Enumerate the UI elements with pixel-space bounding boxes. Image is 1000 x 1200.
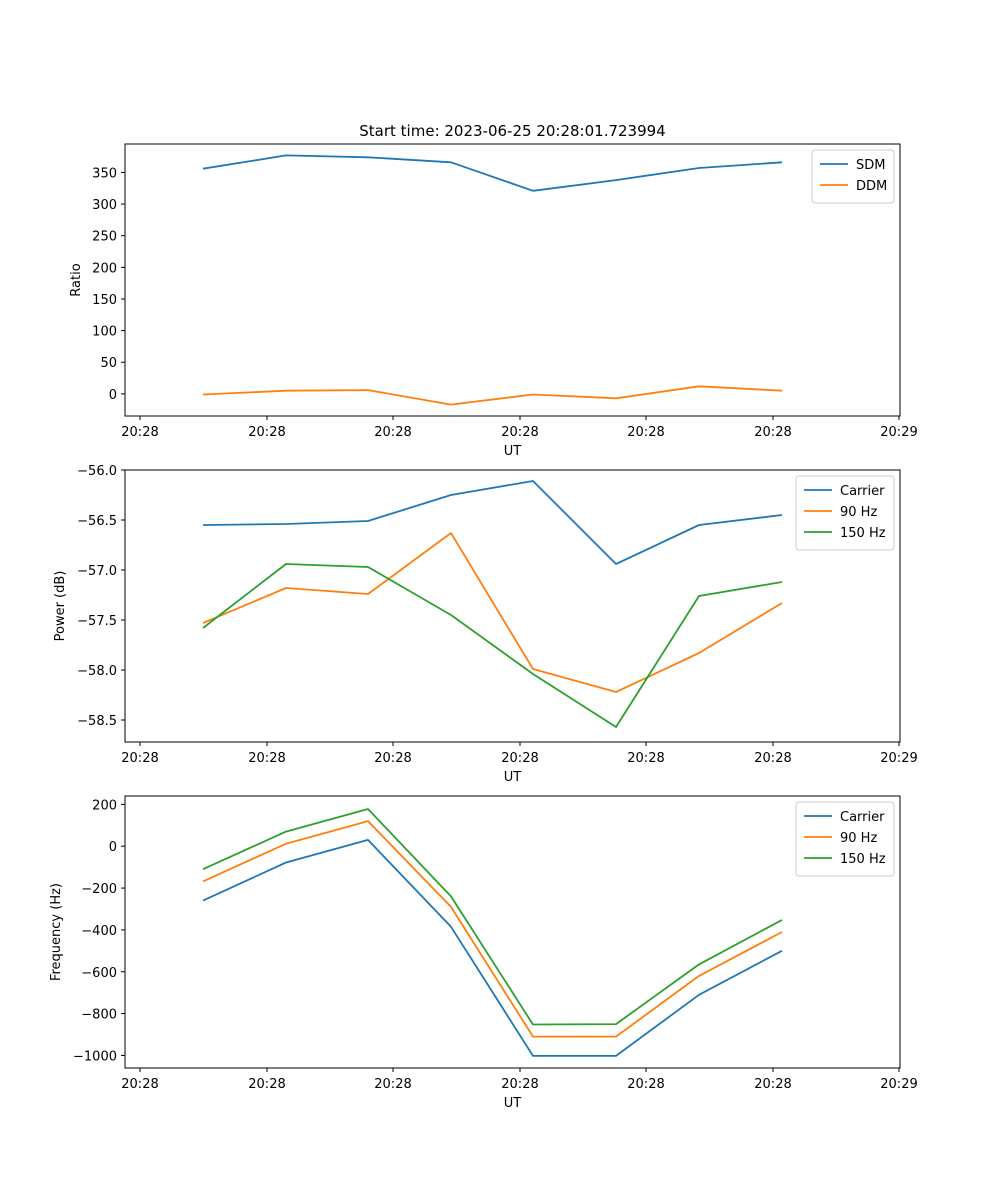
x-tick-label: 20:29 <box>880 751 917 766</box>
series-line-carrier <box>202 839 783 1057</box>
x-axis-label: UT <box>504 1096 522 1111</box>
legend: Carrier 90 Hz 150 Hz <box>795 475 895 551</box>
y-tick-label: 200 <box>92 798 117 813</box>
x-tick-label: 20:28 <box>374 751 411 766</box>
x-tick-label: 20:28 <box>248 425 285 440</box>
x-tick-label: 20:28 <box>627 1077 664 1092</box>
x-tick-label: 20:28 <box>627 425 664 440</box>
axes-frame <box>124 143 901 417</box>
series-line-150-hz <box>202 563 783 728</box>
y-tick-label: 100 <box>92 325 117 340</box>
x-tick-label: 20:29 <box>880 425 917 440</box>
y-tick-label: −57.0 <box>77 564 117 579</box>
chart-panel-3: −1000 −800 −600 −400 −200 0 200 20:28 20:28 20:28… <box>49 795 918 1111</box>
y-tick-label: 350 <box>92 166 117 181</box>
y-tick-label: −600 <box>81 966 117 981</box>
legend-entry: 150 Hz <box>840 852 886 867</box>
legend-entry: Carrier <box>840 810 885 825</box>
legend: Carrier 90 Hz 150 Hz <box>795 801 895 877</box>
y-tick-label: −58.0 <box>77 664 117 679</box>
x-tick-label: 20:28 <box>121 1077 158 1092</box>
legend-entry: SDM <box>856 158 885 173</box>
chart-panel-2: −58.5 −58.0 −57.5 −57.0 −56.5 −56.0 20:28 20:28… <box>53 464 918 785</box>
y-tick-label: 0 <box>109 840 117 855</box>
y-tick-label: −800 <box>81 1008 117 1023</box>
y-tick-label: −200 <box>81 882 117 897</box>
y-tick-label: −400 <box>81 924 117 939</box>
legend-entry: 90 Hz <box>840 505 877 520</box>
y-tick-label: 300 <box>92 198 117 213</box>
y-tick-label: 200 <box>92 261 117 276</box>
y-tick-label: 0 <box>109 388 117 403</box>
series-line-ddm <box>202 385 783 406</box>
series-line-90-hz <box>202 532 783 693</box>
y-tick-label: −57.5 <box>77 614 117 629</box>
legend: SDM DDM <box>811 149 895 204</box>
y-tick-label: −56.5 <box>77 514 117 529</box>
x-tick-label: 20:29 <box>880 1077 917 1092</box>
y-tick-label: 250 <box>92 230 117 245</box>
series-line-carrier <box>202 480 783 565</box>
legend-entry: Carrier <box>840 484 885 499</box>
legend-entry: DDM <box>856 179 887 194</box>
x-tick-label: 20:28 <box>754 1077 791 1092</box>
figure-title: Start time: 2023-06-25 20:28:01.723994 <box>359 122 665 140</box>
series-line-sdm <box>202 154 783 192</box>
axes-frame <box>124 469 901 743</box>
y-tick-label: 150 <box>92 293 117 308</box>
x-tick-label: 20:28 <box>754 751 791 766</box>
x-tick-label: 20:28 <box>501 1077 538 1092</box>
y-tick-label: 50 <box>100 356 117 371</box>
x-tick-label: 20:28 <box>374 1077 411 1092</box>
y-axis-label: Ratio <box>69 263 84 296</box>
x-tick-label: 20:28 <box>121 425 158 440</box>
x-tick-label: 20:28 <box>754 425 791 440</box>
series-line-150-hz <box>202 808 783 1026</box>
y-tick-label: −56.0 <box>77 464 117 479</box>
x-tick-label: 20:28 <box>501 751 538 766</box>
y-tick-label: −1000 <box>73 1049 117 1064</box>
x-tick-label: 20:28 <box>248 751 285 766</box>
chart-panel-1: 0 50 100 150 200 250 300 350 20:28 20:28 20:28 20:2… <box>69 143 918 459</box>
legend-entry: 90 Hz <box>840 831 877 846</box>
x-tick-label: 20:28 <box>248 1077 285 1092</box>
legend-entry: 150 Hz <box>840 526 886 541</box>
y-axis-label: Power (dB) <box>53 571 68 642</box>
y-axis-label: Frequency (Hz) <box>49 883 64 981</box>
x-tick-label: 20:28 <box>374 425 411 440</box>
x-axis-label: UT <box>504 444 522 459</box>
x-tick-label: 20:28 <box>501 425 538 440</box>
x-tick-label: 20:28 <box>627 751 664 766</box>
y-tick-label: −58.5 <box>77 714 117 729</box>
x-axis-label: UT <box>504 770 522 785</box>
axes-frame <box>124 795 901 1069</box>
x-tick-label: 20:28 <box>121 751 158 766</box>
series-line-90-hz <box>202 820 783 1038</box>
